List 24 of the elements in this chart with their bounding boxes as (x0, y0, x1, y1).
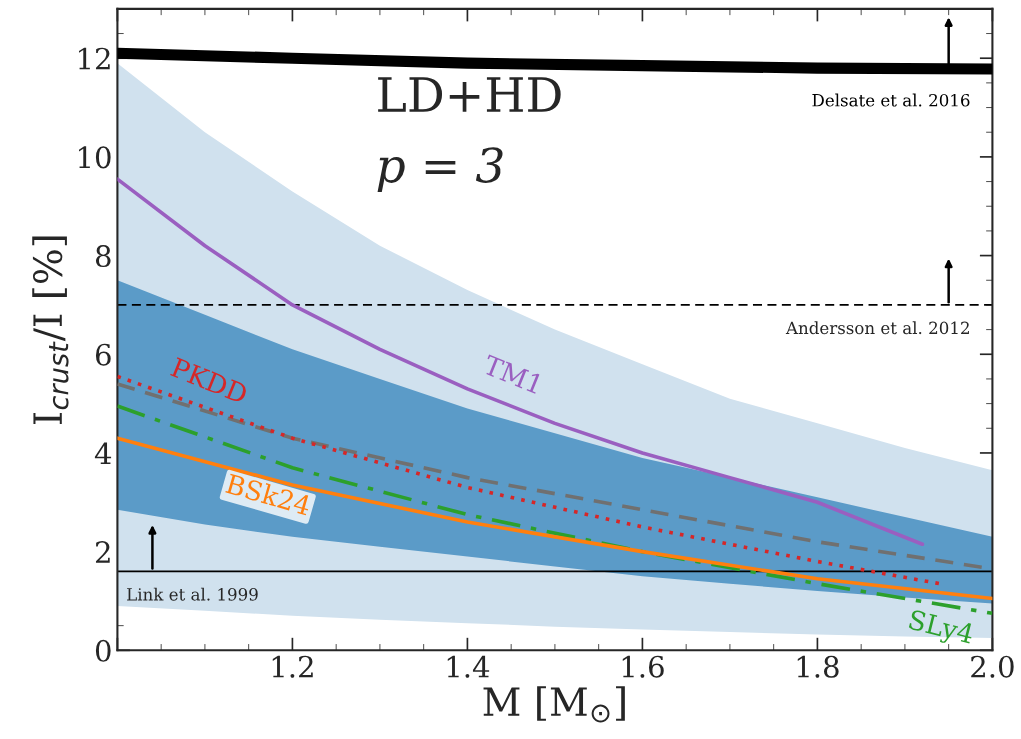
text: TM1 (481, 354, 543, 394)
y-tick-label: 4 (94, 442, 112, 465)
ref-line-label: Andersson et al. 2012 (785, 321, 969, 335)
line-series (117, 436, 993, 601)
x-tick-label: 1.4 (447, 655, 490, 678)
x-tick-label: 2.0 (971, 655, 1014, 678)
x-tick-label: 1.8 (797, 655, 839, 678)
ref-line-label: Link et al. 1999 (127, 587, 258, 601)
x-tick-label: 1.6 (622, 655, 664, 678)
annotation: p = 3 (377, 147, 503, 193)
text: PKDD (170, 357, 249, 404)
text: SLy4 (907, 609, 975, 650)
series-label: Delsate et al. 2016 (812, 93, 970, 107)
y-tick-label: 2 (95, 541, 110, 563)
y-tick-label: 12 (79, 47, 110, 70)
y-tick-label: 0 (95, 639, 111, 662)
y-axis-title: I$_{crust}$/I [%] (32, 236, 69, 425)
y-tick-label: 8 (95, 245, 111, 268)
x-axis-title: M [M$_{⊙}$] (483, 686, 625, 723)
annotation: LD+HD (378, 77, 561, 112)
y-tick-label: 10 (79, 146, 111, 169)
x-tick-label: 1.2 (272, 655, 313, 678)
y-tick-label: 6 (95, 343, 111, 366)
text: BSk24 (225, 472, 312, 516)
